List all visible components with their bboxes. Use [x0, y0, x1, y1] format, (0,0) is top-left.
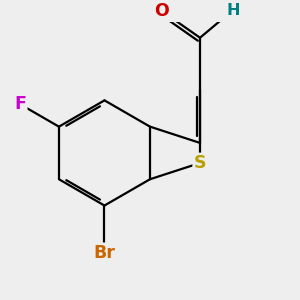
Text: H: H — [226, 2, 240, 17]
Text: S: S — [194, 154, 206, 172]
Text: Br: Br — [94, 244, 116, 262]
Text: O: O — [154, 2, 169, 20]
Text: F: F — [14, 95, 26, 113]
